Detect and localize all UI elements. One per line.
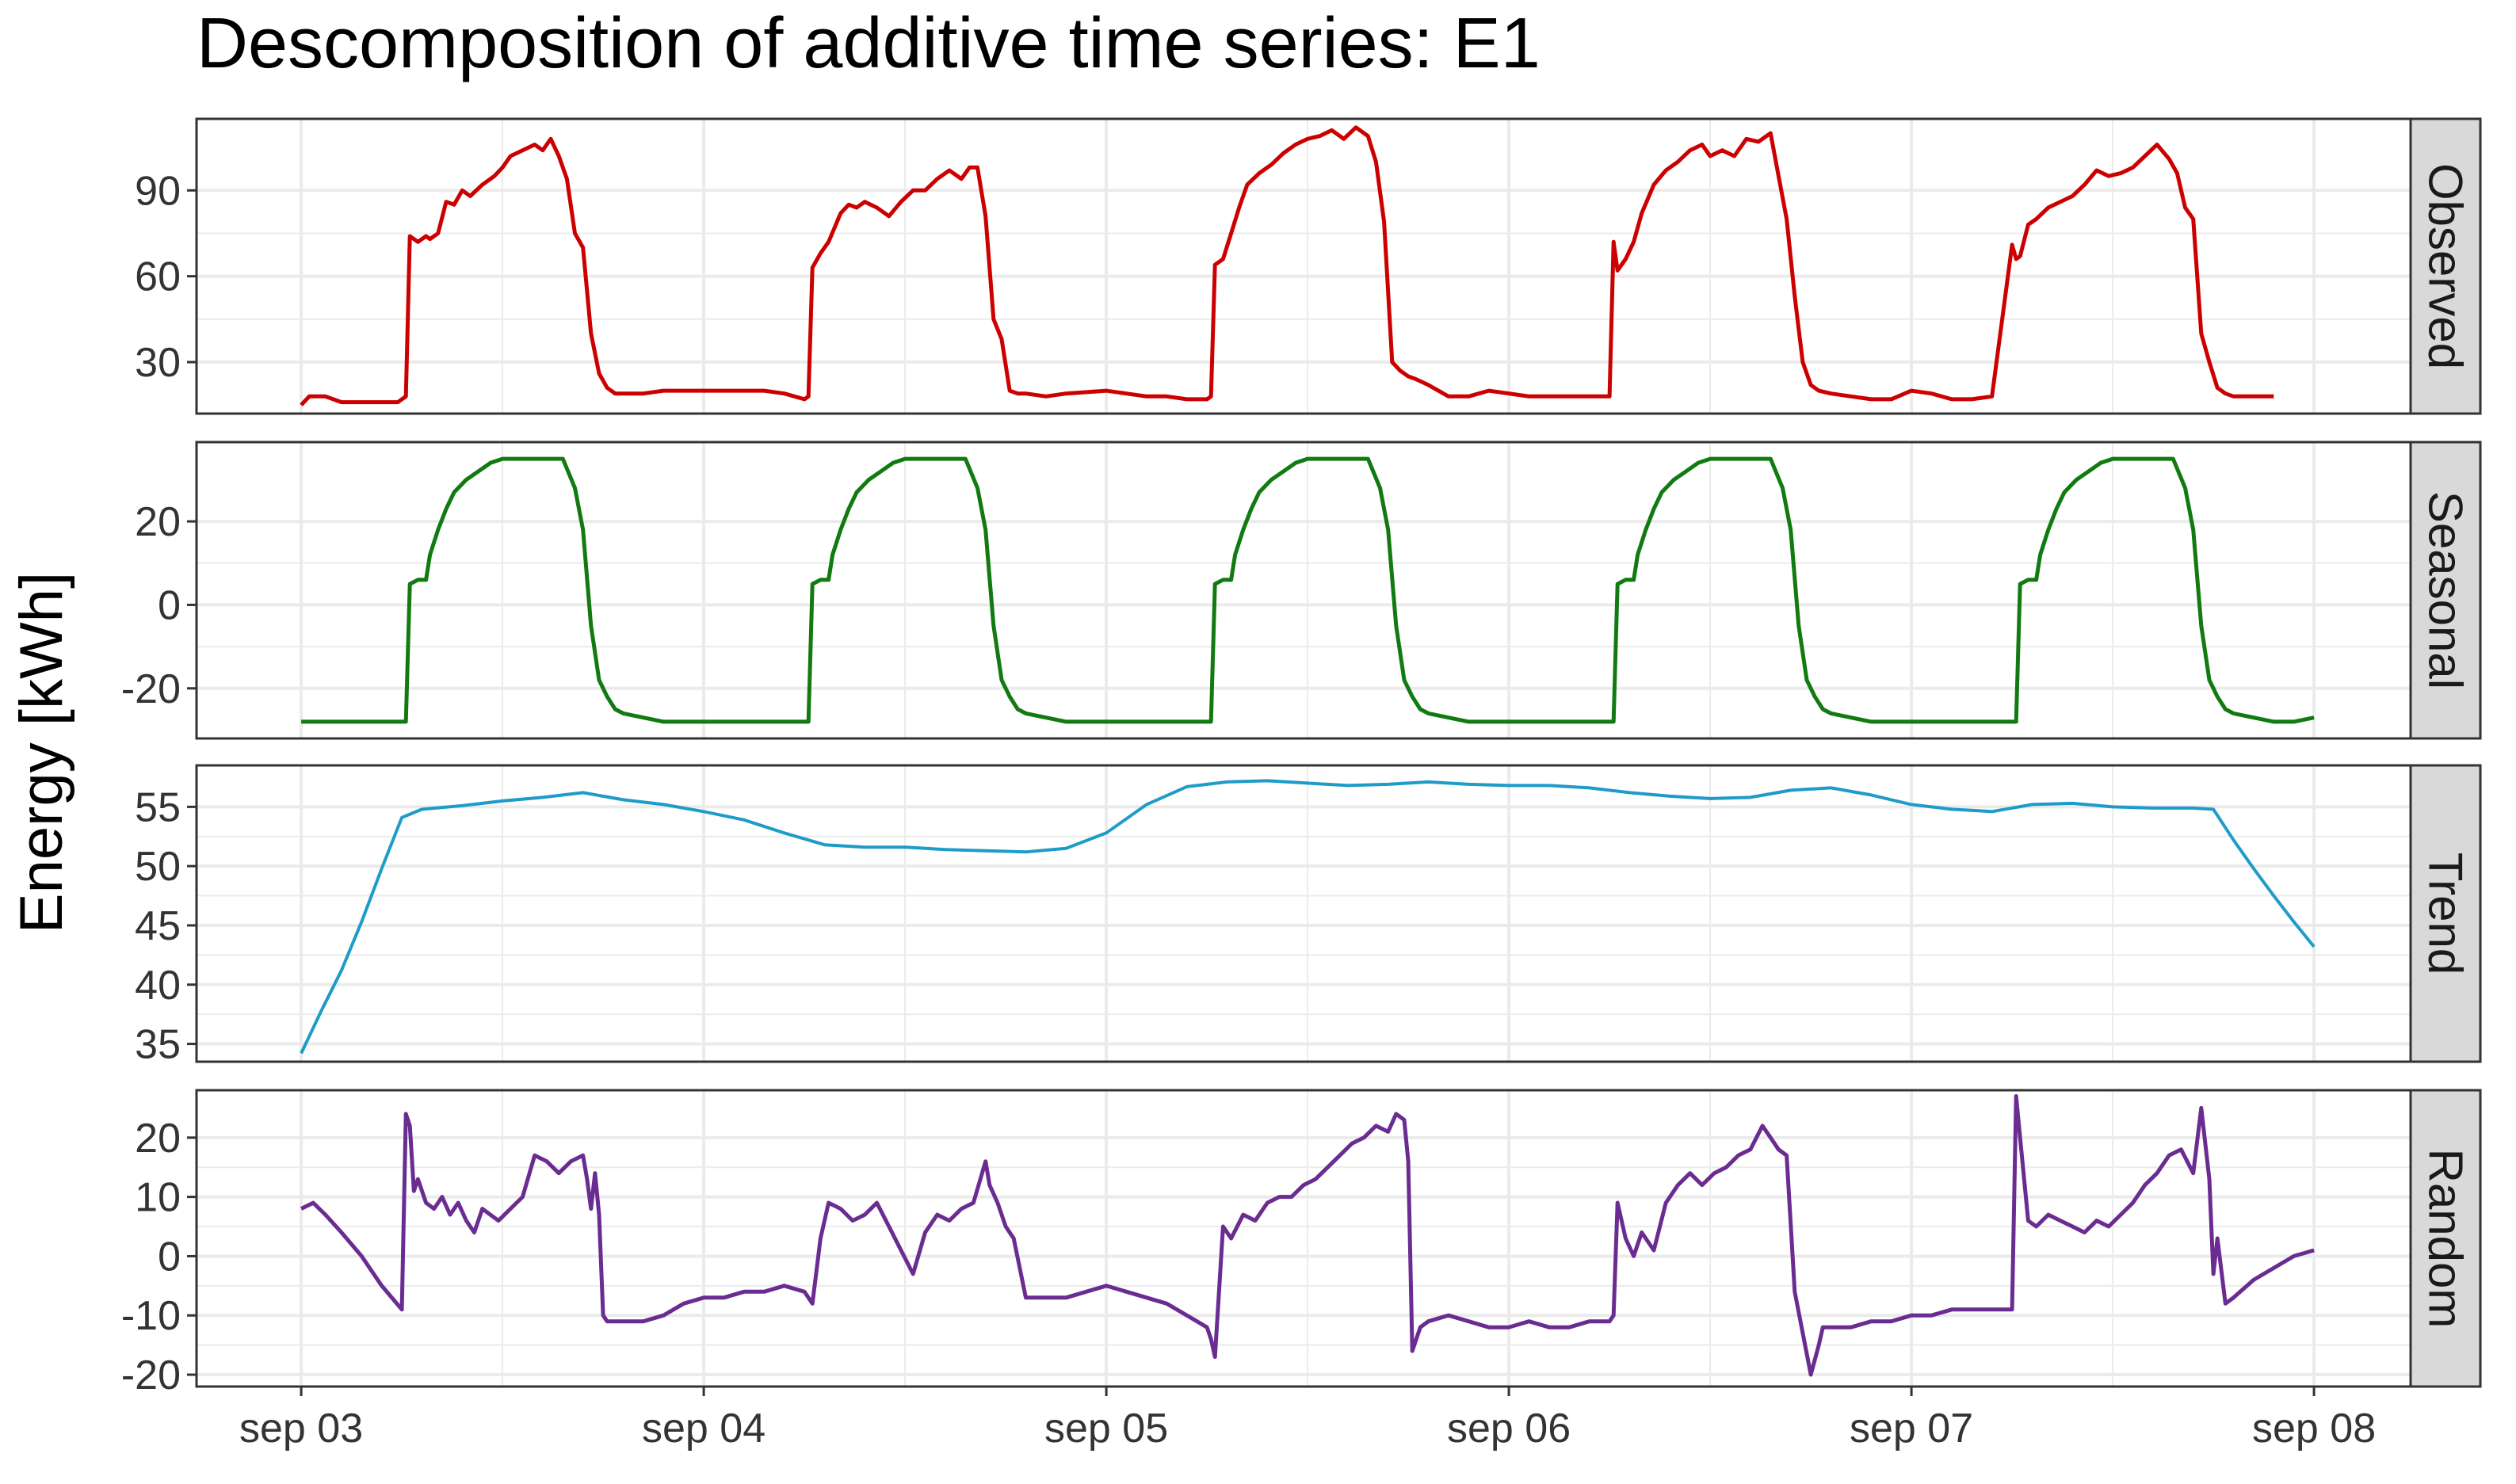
y-tick-label: 30 — [135, 340, 181, 386]
y-tick-label: -20 — [121, 1352, 181, 1398]
panel-background — [197, 119, 2411, 414]
facet-strip-label-random: Random — [2419, 1149, 2472, 1329]
x-tick-label: sep 08 — [2252, 1406, 2376, 1452]
y-tick-label: 55 — [135, 784, 181, 830]
facet-strip-label-observed: Observed — [2419, 163, 2472, 369]
y-tick-label: 40 — [135, 963, 181, 1009]
panel-observed: 30 60 90 Observed — [135, 117, 2482, 415]
x-axis: sep 03 sep 04 sep 05 sep 06 sep 07 sep 08 — [239, 1387, 2376, 1452]
y-tick-label: 45 — [135, 903, 181, 949]
y-tick-label: 20 — [135, 499, 181, 545]
series-line-seasonal — [301, 456, 2315, 724]
facet-strip — [2409, 441, 2482, 740]
x-tick-label: sep 07 — [1850, 1406, 1973, 1452]
x-tick-label: sep 04 — [642, 1406, 765, 1452]
y-tick-label: 60 — [135, 254, 181, 300]
y-axis-label: Energy [kWh] — [8, 572, 75, 933]
y-tick-label: 10 — [135, 1175, 181, 1221]
y-tick-label: 50 — [135, 844, 181, 890]
facet-strip-label-seasonal: Seasonal — [2419, 491, 2472, 689]
x-tick-label: sep 06 — [1447, 1406, 1571, 1452]
panel-seasonal: -20 0 20 Seasonal — [121, 441, 2482, 740]
facet-strip — [2409, 117, 2482, 415]
y-tick-label: -10 — [121, 1293, 181, 1339]
y-tick-label: 0 — [158, 1234, 181, 1280]
x-tick-label: sep 03 — [239, 1406, 363, 1452]
panel-background — [197, 442, 2411, 738]
y-tick-label: 35 — [135, 1022, 181, 1068]
panel-background — [197, 765, 2411, 1062]
series-line-random — [300, 1094, 2315, 1377]
y-tick-label: 0 — [158, 582, 181, 628]
series-line-trend — [300, 779, 2316, 1055]
facet-strip — [2409, 1089, 2482, 1388]
facet-panels: 30 60 90 Observed -20 0 20 Seasonal 35 40 45 50 55 Tr… — [121, 117, 2482, 1398]
panel-random: -20 -10 0 10 20 Random — [121, 1089, 2482, 1398]
panel-background — [197, 1090, 2411, 1387]
y-tick-label: 20 — [135, 1116, 181, 1162]
series-line-observed — [300, 125, 2274, 406]
facet-strip — [2409, 764, 2482, 1063]
chart-title: Descomposition of additive time series: … — [197, 4, 1541, 83]
facet-strip-label-trend: Trend — [2419, 853, 2472, 975]
y-tick-label: -20 — [121, 666, 181, 712]
x-tick-label: sep 05 — [1044, 1406, 1168, 1452]
panel-trend: 35 40 45 50 55 Trend — [135, 764, 2482, 1068]
y-tick-label: 90 — [135, 168, 181, 214]
